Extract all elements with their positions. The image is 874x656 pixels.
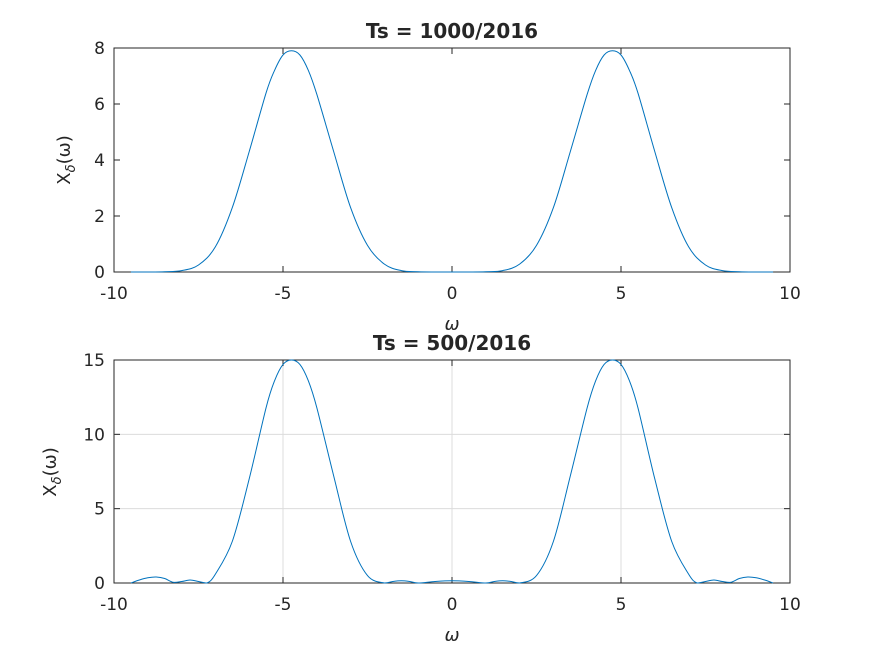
y-label-sub-bottom: δ — [50, 476, 65, 484]
x-tick-label: 5 — [616, 595, 627, 615]
y-tick-label: 2 — [94, 207, 105, 227]
y-tick-label: 4 — [94, 151, 105, 171]
y-tick-label: 8 — [94, 39, 105, 59]
y-label-sub-top: δ — [64, 164, 79, 172]
x-axis-label-bottom: ω — [444, 625, 459, 646]
y-label-arg-bottom: (ω) — [40, 447, 61, 476]
x-tick-label: 0 — [447, 595, 458, 615]
x-ticks-top: -10 -5 0 5 10 — [100, 48, 801, 304]
y-tick-label: 0 — [94, 574, 105, 594]
series-line-top — [130, 50, 774, 273]
grid-bottom — [114, 360, 790, 583]
y-axis-label-top: Xδ(ω) — [54, 135, 79, 184]
x-tick-label: 5 — [616, 284, 627, 304]
x-ticks-bottom: -10 -5 0 5 10 — [100, 360, 801, 615]
y-tick-label: 15 — [83, 351, 105, 371]
y-ticks-bottom: 0 5 10 15 — [83, 351, 790, 594]
axes-frame-top — [113, 47, 791, 273]
y-ticks-top: 0 2 4 6 8 — [94, 39, 790, 283]
x-tick-label: 10 — [779, 595, 801, 615]
y-tick-label: 6 — [94, 95, 105, 115]
chart-title-bottom: Ts = 500/2016 — [373, 331, 531, 355]
subplot-top: 0 2 4 6 8 -10 -5 0 5 10 Ts = 1000/2016 ω Xδ(ω) — [54, 19, 801, 335]
chart-title-top: Ts = 1000/2016 — [366, 19, 538, 43]
x-tick-label: 10 — [779, 284, 801, 304]
y-label-base-top: X — [54, 172, 75, 184]
x-tick-label: 0 — [447, 284, 458, 304]
x-tick-label: -5 — [275, 595, 292, 615]
series-line-bottom — [130, 359, 774, 584]
y-label-arg-top: (ω) — [54, 135, 75, 164]
x-tick-label: -10 — [100, 595, 128, 615]
subplot-bottom: 0 5 10 15 -10 -5 0 5 10 Ts = 500/2016 ω Xδ(ω) — [40, 331, 801, 646]
y-axis-label-bottom: Xδ(ω) — [40, 447, 65, 496]
x-tick-label: -10 — [100, 284, 128, 304]
y-label-base-bottom: X — [40, 484, 61, 496]
y-tick-label: 0 — [94, 263, 105, 283]
x-axis-label-top: ω — [444, 314, 459, 335]
y-tick-label: 10 — [83, 425, 105, 445]
x-tick-label: -5 — [275, 284, 292, 304]
y-tick-label: 5 — [94, 500, 105, 520]
